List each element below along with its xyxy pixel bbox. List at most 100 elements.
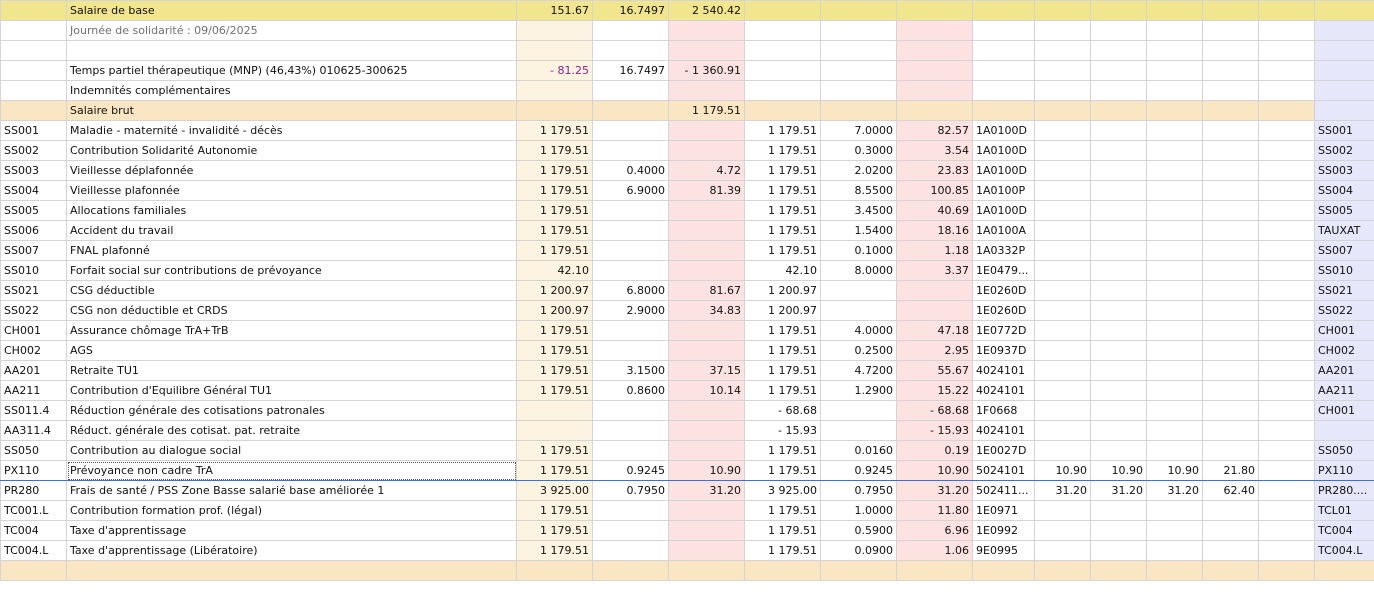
salarial-rate-cell[interactable]: 2.9000 xyxy=(592,300,669,321)
rubrique-code-cell[interactable]: SS002 xyxy=(0,140,67,161)
base-cell[interactable]: 1 179.51 xyxy=(516,360,593,381)
employer-amount-cell[interactable] xyxy=(896,100,973,121)
extra-cell-1[interactable] xyxy=(1034,360,1091,381)
rubrique-label-cell[interactable]: Contribution Solidarité Autonomie xyxy=(66,140,517,161)
extra-cell-3[interactable] xyxy=(1146,360,1203,381)
extra-cell-5[interactable] xyxy=(1258,340,1315,361)
base-cell[interactable]: 1 179.51 xyxy=(516,460,593,481)
extra-cell-4[interactable] xyxy=(1202,400,1259,421)
salarial-amount-cell[interactable]: 37.15 xyxy=(668,360,745,381)
employer-amount-cell[interactable] xyxy=(896,300,973,321)
extra-cell-2[interactable] xyxy=(1090,540,1147,561)
secondary-code-cell[interactable]: PR280.... xyxy=(1314,480,1374,501)
base-cell[interactable] xyxy=(516,560,593,581)
base-cell[interactable] xyxy=(516,100,593,121)
extra-cell-2[interactable] xyxy=(1090,140,1147,161)
extra-cell-4[interactable] xyxy=(1202,380,1259,401)
salarial-amount-cell[interactable] xyxy=(668,500,745,521)
employer-rate-cell[interactable]: 7.0000 xyxy=(820,120,897,141)
employer-rate-cell[interactable]: 1.0000 xyxy=(820,500,897,521)
extra-cell-5[interactable] xyxy=(1258,320,1315,341)
account-cell[interactable]: 1E0772D xyxy=(972,320,1035,341)
rubrique-code-cell[interactable] xyxy=(0,20,67,41)
rubrique-label-cell[interactable]: FNAL plafonné xyxy=(66,240,517,261)
rubrique-label-cell[interactable]: Journée de solidarité : 09/06/2025 xyxy=(66,20,517,41)
extra-cell-5[interactable] xyxy=(1258,240,1315,261)
extra-cell-3[interactable] xyxy=(1146,280,1203,301)
base-cell[interactable]: 1 179.51 xyxy=(516,180,593,201)
extra-cell-5[interactable] xyxy=(1258,480,1315,501)
salarial-amount-cell[interactable]: 1 179.51 xyxy=(668,100,745,121)
extra-cell-4[interactable] xyxy=(1202,240,1259,261)
rubrique-code-cell[interactable]: AA201 xyxy=(0,360,67,381)
employer-amount-cell[interactable]: 31.20 xyxy=(896,480,973,501)
rubrique-label-cell[interactable]: Indemnités complémentaires xyxy=(66,80,517,101)
account-cell[interactable]: 1A0100P xyxy=(972,180,1035,201)
salarial-rate-cell[interactable]: 16.7497 xyxy=(592,0,669,21)
rubrique-code-cell[interactable]: SS011.4 xyxy=(0,400,67,421)
employer-amount-cell[interactable]: 11.80 xyxy=(896,500,973,521)
extra-cell-1[interactable] xyxy=(1034,20,1091,41)
extra-cell-5[interactable] xyxy=(1258,120,1315,141)
employer-amount-cell[interactable]: 1.06 xyxy=(896,540,973,561)
extra-cell-5[interactable] xyxy=(1258,360,1315,381)
secondary-code-cell[interactable]: SS007 xyxy=(1314,240,1374,261)
account-cell[interactable]: 5024101 xyxy=(972,460,1035,481)
base-cell[interactable]: 1 179.51 xyxy=(516,140,593,161)
employer-rate-cell[interactable] xyxy=(820,40,897,61)
rubrique-code-cell[interactable]: AA211 xyxy=(0,380,67,401)
employer-rate-cell[interactable]: 0.7950 xyxy=(820,480,897,501)
extra-cell-2[interactable] xyxy=(1090,220,1147,241)
employer-rate-cell[interactable]: 4.7200 xyxy=(820,360,897,381)
base-cell[interactable]: 1 179.51 xyxy=(516,120,593,141)
extra-cell-1[interactable]: 10.90 xyxy=(1034,460,1091,481)
account-cell[interactable]: 1A0100A xyxy=(972,220,1035,241)
salarial-amount-cell[interactable] xyxy=(668,340,745,361)
salarial-amount-cell[interactable] xyxy=(668,540,745,561)
employer-amount-cell[interactable]: 47.18 xyxy=(896,320,973,341)
account-cell[interactable]: 9E0995 xyxy=(972,540,1035,561)
extra-cell-4[interactable]: 21.80 xyxy=(1202,460,1259,481)
extra-cell-4[interactable] xyxy=(1202,540,1259,561)
salarial-rate-cell[interactable] xyxy=(592,220,669,241)
extra-cell-4[interactable] xyxy=(1202,340,1259,361)
rubrique-label-cell[interactable]: Taxe d'apprentissage (Libératoire) xyxy=(66,540,517,561)
salarial-rate-cell[interactable]: 6.9000 xyxy=(592,180,669,201)
salarial-amount-cell[interactable]: 4.72 xyxy=(668,160,745,181)
extra-cell-1[interactable]: 31.20 xyxy=(1034,480,1091,501)
extra-cell-5[interactable] xyxy=(1258,520,1315,541)
extra-cell-5[interactable] xyxy=(1258,260,1315,281)
extra-cell-1[interactable] xyxy=(1034,320,1091,341)
base-cell[interactable]: 1 200.97 xyxy=(516,300,593,321)
rubrique-code-cell[interactable]: TC004.L xyxy=(0,540,67,561)
employer-amount-cell[interactable]: 6.96 xyxy=(896,520,973,541)
extra-cell-2[interactable] xyxy=(1090,560,1147,581)
base-cell[interactable] xyxy=(516,420,593,441)
rubrique-code-cell[interactable]: CH002 xyxy=(0,340,67,361)
employer-amount-cell[interactable] xyxy=(896,0,973,21)
rubrique-code-cell[interactable]: CH001 xyxy=(0,320,67,341)
employer-base-cell[interactable]: 1 179.51 xyxy=(744,360,821,381)
employer-amount-cell[interactable]: 23.83 xyxy=(896,160,973,181)
extra-cell-2[interactable] xyxy=(1090,240,1147,261)
extra-cell-3[interactable] xyxy=(1146,400,1203,421)
rubrique-label-cell[interactable]: Contribution formation prof. (légal) xyxy=(66,500,517,521)
extra-cell-3[interactable] xyxy=(1146,380,1203,401)
extra-cell-4[interactable] xyxy=(1202,280,1259,301)
extra-cell-3[interactable] xyxy=(1146,500,1203,521)
employer-amount-cell[interactable]: 55.67 xyxy=(896,360,973,381)
secondary-code-cell[interactable] xyxy=(1314,60,1374,81)
table-row[interactable]: CH001 Assurance chômage TrA+TrB 1 179.51 1 … xyxy=(0,320,1374,341)
extra-cell-3[interactable]: 31.20 xyxy=(1146,480,1203,501)
secondary-code-cell[interactable]: CH001 xyxy=(1314,400,1374,421)
extra-cell-2[interactable] xyxy=(1090,380,1147,401)
secondary-code-cell[interactable]: TC004 xyxy=(1314,520,1374,541)
salarial-amount-cell[interactable] xyxy=(668,260,745,281)
extra-cell-1[interactable] xyxy=(1034,280,1091,301)
employer-base-cell[interactable] xyxy=(744,20,821,41)
extra-cell-2[interactable] xyxy=(1090,40,1147,61)
extra-cell-2[interactable] xyxy=(1090,300,1147,321)
extra-cell-2[interactable] xyxy=(1090,100,1147,121)
rubrique-label-cell[interactable]: CSG déductible xyxy=(66,280,517,301)
secondary-code-cell[interactable]: CH002 xyxy=(1314,340,1374,361)
